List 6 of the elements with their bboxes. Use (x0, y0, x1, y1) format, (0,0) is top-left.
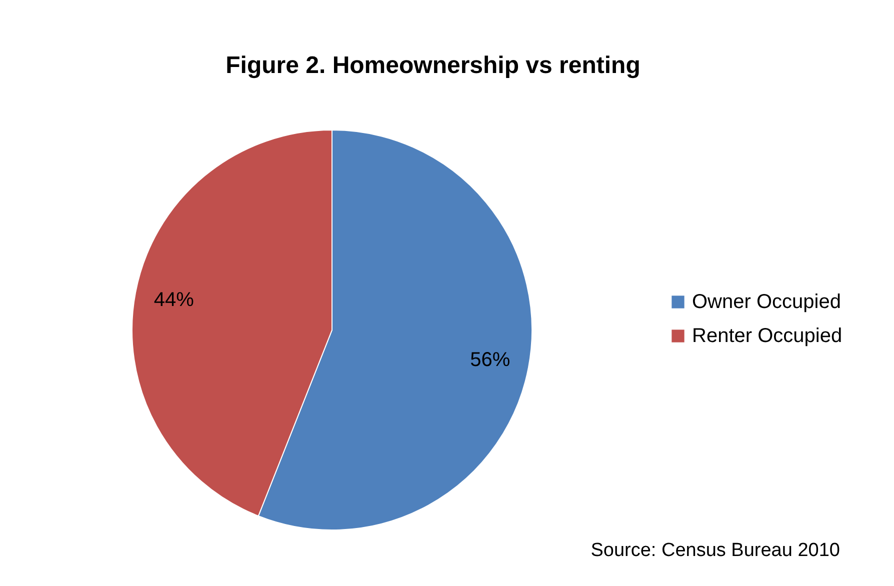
chart-title: Figure 2. Homeownership vs renting (224, 52, 642, 80)
data-label: 56% (470, 349, 510, 372)
legend-label: Renter Occupied (692, 325, 842, 347)
legend-label: Owner Occupied (692, 291, 841, 313)
data-label: 44% (154, 288, 194, 311)
source-note: Source: Census Bureau 2010 (590, 540, 840, 562)
